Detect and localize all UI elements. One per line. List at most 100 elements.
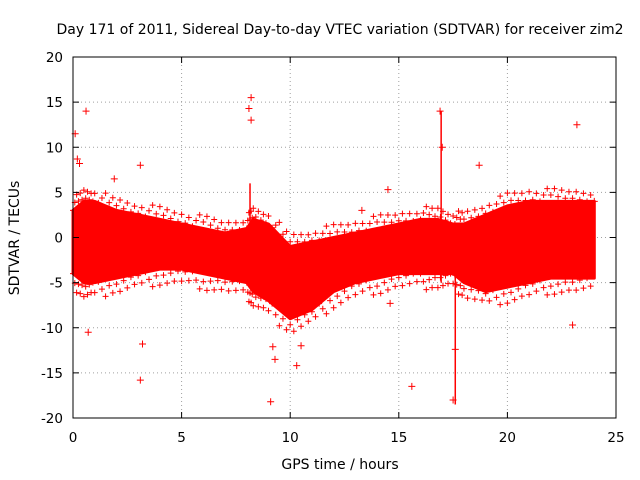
band-lower-marker: [486, 297, 493, 304]
band-lower-marker: [255, 303, 262, 310]
band-upper-marker: [504, 190, 511, 197]
band-lower-marker: [319, 305, 326, 312]
band-lower-marker: [308, 308, 315, 315]
outlier-point: [247, 94, 255, 102]
band-lower-marker: [248, 299, 255, 306]
band-lower-marker: [395, 274, 402, 281]
band-lower-marker: [279, 315, 286, 322]
band-upper-marker: [308, 237, 315, 244]
band-lower-marker: [573, 287, 580, 294]
band-lower-marker: [127, 274, 134, 281]
band-lower-marker: [138, 279, 145, 286]
band-lower-marker: [164, 280, 171, 287]
band-upper-marker: [75, 198, 82, 205]
band-lower-marker: [587, 283, 594, 290]
band-lower-marker: [522, 282, 529, 289]
outlier-point: [475, 161, 483, 169]
band-lower-marker: [260, 304, 267, 311]
band-lower-marker: [98, 286, 105, 293]
band-upper-marker: [203, 213, 210, 220]
band-upper-marker: [146, 207, 153, 214]
band-lower-marker: [146, 276, 153, 283]
band-lower-marker: [207, 278, 214, 285]
band-upper-marker: [489, 208, 496, 215]
band-lower-marker: [569, 279, 576, 286]
band-upper-marker: [533, 190, 540, 197]
band-upper-marker: [337, 221, 344, 228]
band-upper-marker: [248, 208, 255, 215]
outlier-point: [247, 116, 255, 124]
band-upper-marker: [86, 196, 93, 203]
band-upper-marker: [240, 219, 247, 226]
band-upper-marker: [486, 202, 493, 209]
band-lower-marker: [252, 294, 259, 301]
y-tick-label: -10: [41, 321, 63, 337]
band-lower-marker: [337, 299, 344, 306]
band-upper-marker: [262, 220, 269, 227]
band-upper-marker: [200, 219, 207, 226]
band-upper-marker: [95, 199, 102, 206]
band-upper-marker: [429, 205, 436, 212]
band-upper-marker: [455, 208, 462, 215]
band-upper-marker: [91, 190, 98, 197]
band-upper-marker: [298, 231, 305, 238]
band-lower-marker: [515, 285, 522, 292]
band-lower-marker: [86, 281, 93, 288]
band-lower-marker: [182, 268, 189, 275]
band-lower-marker: [75, 281, 82, 288]
band-lower-marker: [131, 281, 138, 288]
band-lower-marker: [334, 293, 341, 300]
outlier-point: [384, 186, 392, 194]
band-upper-marker: [468, 214, 475, 221]
band-lower-marker: [153, 272, 160, 279]
band-lower-marker: [475, 287, 482, 294]
band-lower-marker: [533, 288, 540, 295]
band-upper-marker: [518, 190, 525, 197]
band-lower-marker: [225, 287, 232, 294]
band-lower-marker: [426, 276, 433, 283]
band-lower-marker: [529, 280, 536, 287]
band-lower-marker: [544, 291, 551, 298]
band-upper-marker: [555, 193, 562, 200]
band-lower-marker: [366, 284, 373, 291]
band-lower-marker: [551, 291, 558, 298]
band-lower-marker: [432, 274, 438, 281]
outlier-point: [136, 376, 144, 384]
band-lower-marker: [547, 283, 554, 290]
band-lower-marker: [429, 284, 436, 291]
band-upper-marker: [131, 203, 138, 210]
band-upper-marker: [106, 199, 113, 206]
band-lower-marker: [222, 279, 229, 286]
band-lower-marker: [330, 304, 337, 311]
band-lower-marker: [156, 282, 163, 289]
band-lower-marker: [439, 282, 446, 289]
band-lower-marker: [269, 300, 276, 307]
band-lower-marker: [423, 286, 430, 293]
band-upper-marker: [381, 219, 388, 226]
band-lower-marker: [442, 272, 449, 279]
band-upper-marker: [464, 208, 471, 215]
band-upper-marker: [207, 222, 214, 229]
band-lower-marker: [468, 286, 475, 293]
band-upper-marker: [77, 190, 84, 197]
band-upper-marker: [442, 217, 449, 224]
band-lower-marker: [95, 278, 102, 285]
band-upper-marker: [355, 227, 362, 234]
band-upper-marker: [500, 199, 507, 206]
band-upper-marker: [138, 204, 145, 211]
band-upper-marker: [323, 223, 330, 230]
band-lower-marker: [276, 322, 283, 329]
band-lower-marker: [91, 289, 98, 296]
band-lower-marker: [305, 318, 312, 325]
band-upper-marker: [189, 223, 196, 230]
band-upper-marker: [515, 197, 522, 204]
band-lower-marker: [565, 287, 572, 294]
band-upper-marker: [551, 185, 558, 192]
band-upper-marker: [167, 215, 174, 222]
band-upper-marker: [327, 230, 334, 237]
band-upper-marker: [434, 205, 441, 212]
x-tick-label: 25: [607, 430, 624, 446]
band-upper-marker: [171, 209, 178, 216]
outlier-point: [408, 382, 416, 390]
